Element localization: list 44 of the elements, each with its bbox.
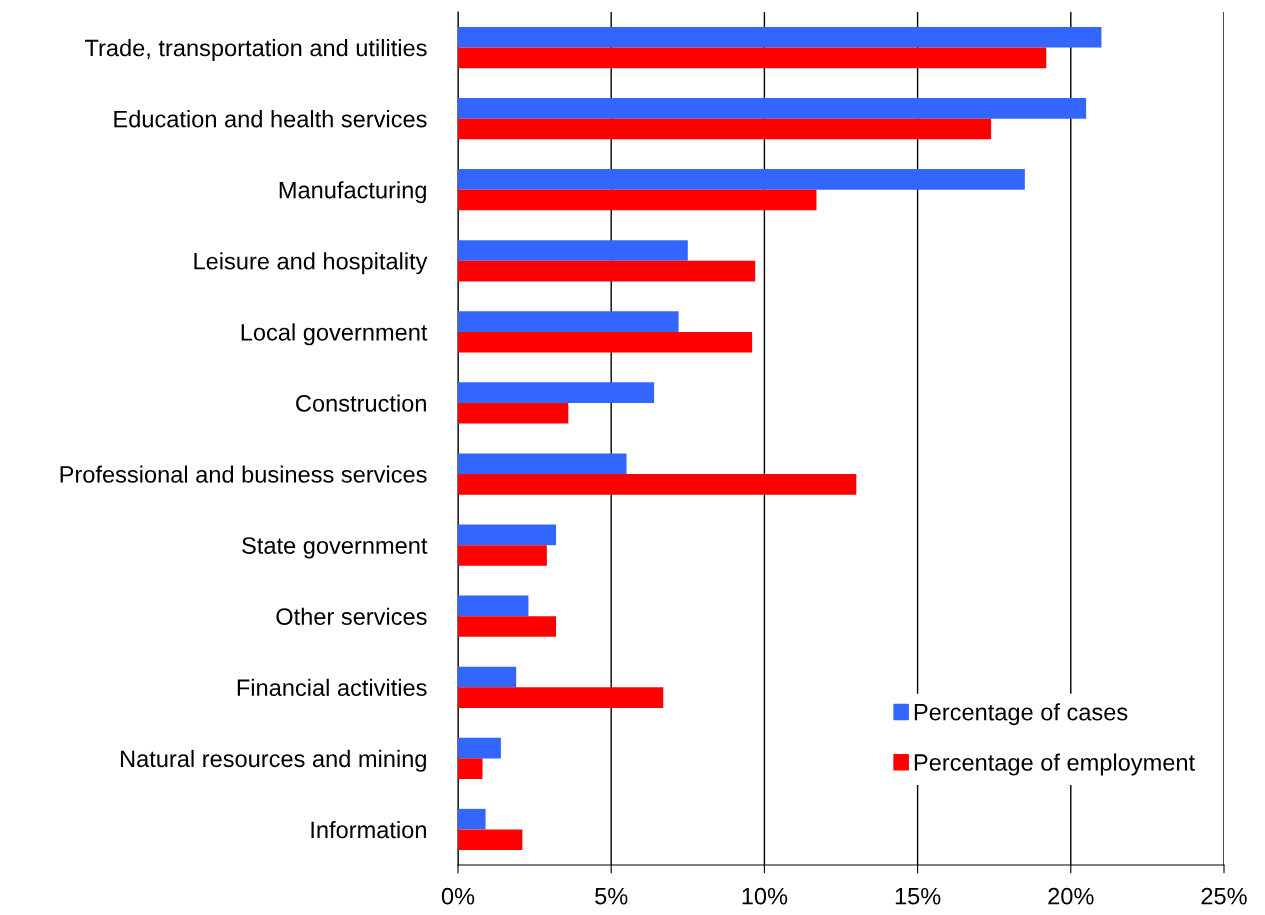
bar — [458, 758, 483, 779]
y-tick-label: Manufacturing — [279, 181, 426, 204]
bar — [458, 26, 1102, 48]
y-tick-label: Natural resources and mining — [120, 749, 426, 772]
bar — [458, 687, 664, 708]
bar — [458, 616, 557, 637]
x-tick-label: 25% — [1201, 887, 1247, 905]
y-tick-label: Financial activities — [237, 678, 427, 697]
legend-label: Percentage of cases — [914, 703, 1128, 726]
bar — [458, 240, 688, 261]
y-tick-label: Information — [311, 820, 426, 839]
legend-label: Percentage of employment — [914, 753, 1195, 776]
bar — [458, 189, 817, 211]
x-tick-label: 0% — [441, 887, 475, 905]
bar — [458, 118, 992, 140]
bar — [458, 808, 486, 830]
bar — [458, 737, 501, 759]
bar — [458, 311, 679, 332]
bar — [458, 666, 517, 688]
y-tick-label: Professional and business services — [60, 465, 427, 483]
bar — [458, 829, 523, 851]
bar — [458, 402, 569, 424]
bar — [458, 260, 756, 282]
bar — [458, 595, 529, 617]
y-tick-label: Construction — [296, 394, 426, 412]
x-tick-label: 10% — [742, 887, 788, 905]
y-tick-label: Local government — [241, 323, 428, 346]
bar — [458, 524, 557, 546]
x-tick-label: 5% — [595, 887, 628, 905]
bar — [458, 453, 627, 475]
y-tick-label: Other services — [276, 607, 427, 625]
y-tick-label: Trade, transportation and utilities — [85, 38, 427, 61]
y-tick-label: Leisure and hospitality — [194, 252, 428, 275]
bar — [458, 545, 547, 566]
bar — [458, 382, 655, 403]
x-tick-label: 15% — [895, 887, 941, 905]
bar — [458, 169, 1025, 190]
bar — [458, 474, 857, 495]
bar — [458, 98, 1087, 119]
bar — [458, 331, 753, 353]
x-tick-label: 20% — [1048, 887, 1094, 905]
y-tick-label: Education and health services — [114, 110, 427, 128]
y-tick-label: State government — [242, 537, 428, 559]
bar — [458, 47, 1047, 69]
